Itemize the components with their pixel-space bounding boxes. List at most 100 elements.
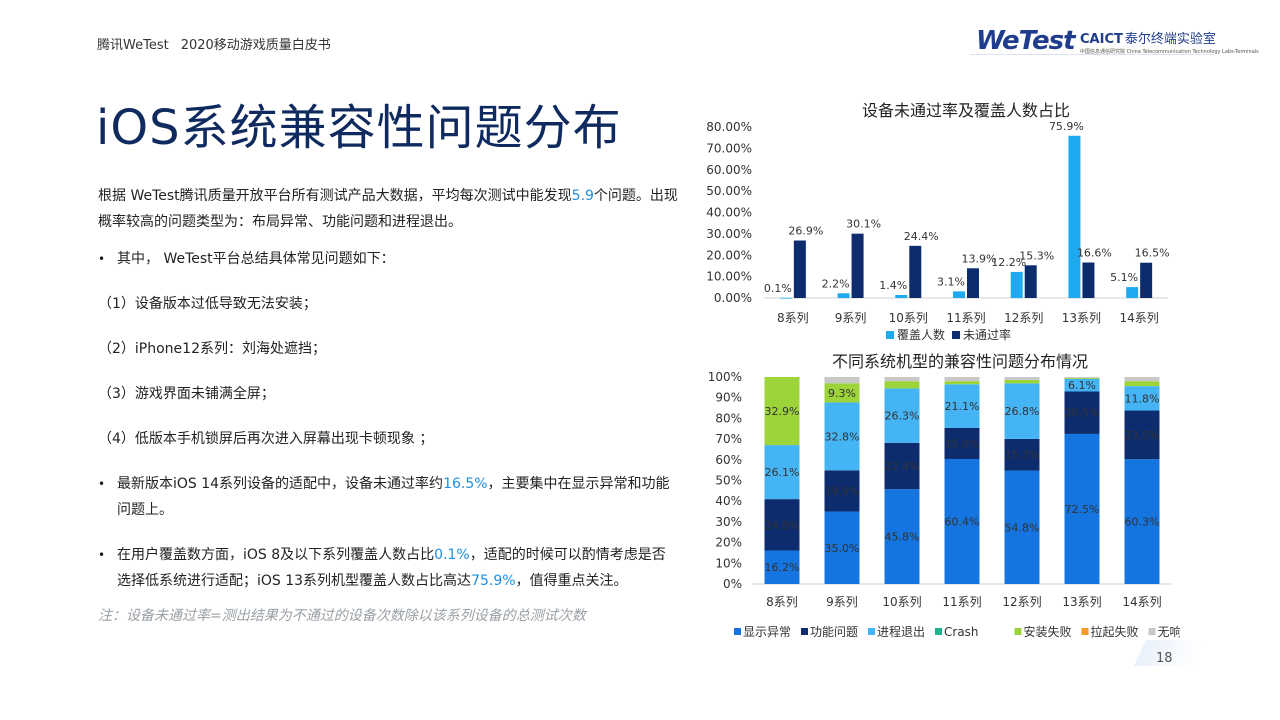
coverage-text-b: ，适配的时候可以酌情考虑是否选择低系统进行适配；iOS 13系列机型覆盖人数占比… <box>117 547 666 589</box>
x-tick-label: 12系列 <box>1002 595 1041 609</box>
pass-rate-coverage-chart: 设备未通过率及覆盖人数占比 0.00% 10.00% 20.00% 30.00% 40.0… <box>706 101 1169 342</box>
y-tick-label: 10% <box>715 556 742 570</box>
data-label: 60.3% <box>1125 516 1160 529</box>
x-tick-label: 9系列 <box>835 311 867 325</box>
bar <box>779 297 792 299</box>
x-tick-label: 10系列 <box>889 311 928 325</box>
stacked-bar-segment <box>764 377 800 446</box>
intro-paragraph: 根据 WeTest腾讯质量开放平台所有测试产品大数据，平均每次测试中能发现5.9… <box>98 183 678 235</box>
ios14-number: 16.5% <box>443 476 488 492</box>
legend-label: 覆盖人数 <box>897 327 945 342</box>
stacked-bar-segment <box>764 550 800 584</box>
legend-swatch <box>886 331 894 339</box>
list-item: （3）游戏界面未铺满全屏； <box>98 386 275 402</box>
x-tick-label: 8系列 <box>766 595 798 609</box>
data-label: 26.8% <box>1005 405 1040 418</box>
stacked-bar-segment <box>1124 410 1160 460</box>
data-label: 23.5% <box>1125 429 1160 442</box>
data-label: 16.2% <box>765 561 800 574</box>
intro-text-a: 根据 WeTest腾讯质量开放平台所有测试产品大数据，平均每次测试中能发现 <box>98 188 572 204</box>
data-label: 72.5% <box>1065 503 1100 516</box>
legend-label: 拉起失败 <box>1091 624 1139 639</box>
bar <box>837 293 850 298</box>
y-tick-label: 60% <box>715 453 742 467</box>
legend-label: 安装失败 <box>1024 624 1072 639</box>
page-number: 18 <box>1156 651 1173 666</box>
stacked-bar-segment <box>884 388 920 443</box>
stacked-bar-segment <box>1004 383 1040 439</box>
caict-logo-cn: 泰尔终端实验室 <box>1124 32 1216 47</box>
y-tick-label: 90% <box>715 391 742 405</box>
stacked-bar-segment <box>824 377 860 384</box>
data-label: 26.1% <box>765 466 800 479</box>
legend-swatch <box>1014 628 1022 635</box>
legend-label: 未通过率 <box>963 327 1011 342</box>
x-tick-label: 11系列 <box>942 595 981 609</box>
wetest-logo: WeTest <box>976 26 1076 56</box>
stacked-bar-segment <box>1124 459 1160 584</box>
legend-label: Crash <box>944 625 979 639</box>
bar <box>909 245 922 298</box>
bullet-coverage: 在用户覆盖数方面，iOS 8及以下系列覆盖人数占比0.1%，适配的时候可以酌情考… <box>98 542 678 594</box>
data-label: 54.8% <box>1005 521 1040 534</box>
data-label: 75.9% <box>1049 120 1084 133</box>
stacked-bar-segment <box>1004 377 1040 380</box>
intro-text-b: 个问题。出现概率较高的问题类型为：布局异常、功能问题和进程退出。 <box>98 188 678 230</box>
page-title: iOS系统兼容性问题分布 <box>96 100 622 156</box>
y-tick-label: 50% <box>715 474 742 488</box>
data-label: 35.0% <box>825 542 860 555</box>
stacked-bar-segment <box>1124 386 1160 411</box>
data-label: 12.2% <box>991 256 1026 269</box>
stacked-bar-segment <box>884 442 920 490</box>
data-label: 1.4% <box>879 279 907 292</box>
y-tick-label: 60.00% <box>706 163 752 177</box>
caict-logo: CAICT 泰尔终端实验室 中国信息通信研究院 China Telecommuni… <box>1080 28 1259 55</box>
stacked-bar-segment <box>1064 391 1100 434</box>
stacked-bar-segment <box>1064 378 1100 392</box>
y-tick-label: 40.00% <box>706 206 752 220</box>
legend-label: 显示异常 <box>743 625 791 639</box>
legend-swatch <box>734 628 741 635</box>
y-tick-label: 30% <box>715 515 742 529</box>
stacked-bar-segment <box>764 499 800 551</box>
x-tick-label: 14系列 <box>1120 311 1159 325</box>
bullet-ios14: 最新版本iOS 14系列设备的适配中，设备未通过率约16.5%，主要集中在显示异… <box>98 471 678 523</box>
stacked-bar-segment <box>1124 381 1160 387</box>
data-label: 21.1% <box>945 400 980 413</box>
data-label: 16.6% <box>1077 247 1112 260</box>
data-label: 32.9% <box>765 405 800 418</box>
bar <box>895 295 908 298</box>
legend-label: 进程退出 <box>877 624 925 639</box>
header-brand: 腾讯WeTest <box>97 38 169 53</box>
caict-logo-text: CAICT <box>1080 32 1123 47</box>
data-label: 11.8% <box>1125 392 1160 405</box>
stacked-bar-segment <box>944 427 980 459</box>
data-label: 15.0% <box>945 437 980 450</box>
stacked-bar-segment <box>824 402 860 471</box>
bar <box>1024 265 1037 298</box>
header-breadcrumb: 腾讯WeTest 2020移动游戏质量白皮书 <box>97 34 331 53</box>
ios14-text-b: ，主要集中在显示异常和功能问题上。 <box>117 476 670 518</box>
y-tick-label: 70% <box>715 432 742 446</box>
caict-logo-sub: 中国信息通信研究院 China Telecommunication Techno… <box>1080 49 1259 55</box>
y-tick-label: 20.00% <box>706 248 752 262</box>
data-label: 13.9% <box>962 252 997 265</box>
x-tick-label: 14系列 <box>1122 595 1161 609</box>
y-tick-label: 10.00% <box>706 270 752 284</box>
list-item: （4）低版本手机锁屏后再次进入屏幕出现卡顿现象 ； <box>98 431 434 447</box>
body-text: 根据 WeTest腾讯质量开放平台所有测试产品大数据，平均每次测试中能发现5.9… <box>98 183 678 627</box>
legend-swatch <box>1148 628 1156 635</box>
bar <box>1082 262 1095 298</box>
data-label: 45.8% <box>885 531 920 544</box>
x-tick-label: 8系列 <box>777 311 809 325</box>
coverage-number-1: 0.1% <box>434 547 470 563</box>
data-label: 3.1% <box>937 275 965 288</box>
data-label: 26.3% <box>885 410 920 423</box>
data-label: 60.4% <box>945 515 980 528</box>
data-label: 30.1% <box>846 218 881 231</box>
bar <box>1126 287 1139 298</box>
legend-swatch <box>868 628 875 635</box>
header-doc-title: 2020移动游戏质量白皮书 <box>180 38 331 53</box>
chart-title: 设备未通过率及覆盖人数占比 <box>862 101 1070 120</box>
stacked-bar-segment <box>1004 438 1040 471</box>
